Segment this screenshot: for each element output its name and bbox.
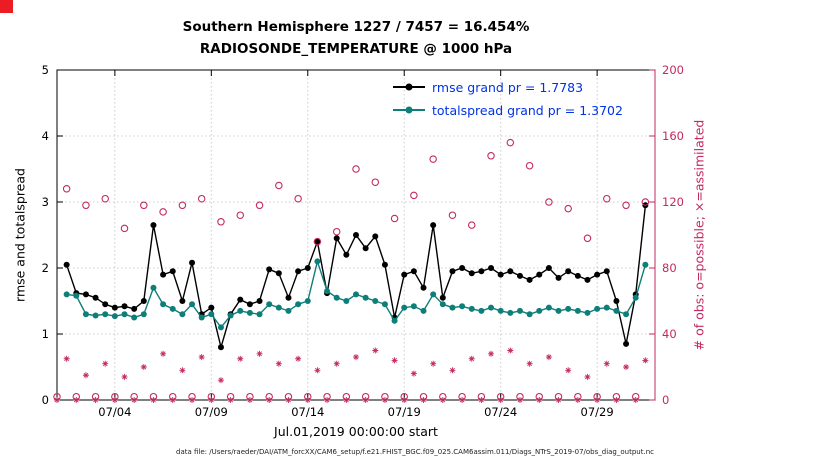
chart-title-line1: Southern Hemisphere 1227 / 7457 = 16.454… [182, 19, 530, 35]
y-left-tick-label: 1 [42, 327, 49, 341]
y-right-tick-label: 160 [662, 129, 684, 143]
y-axis-label-left: rmse and totalspread [12, 168, 28, 302]
y-left-tick-label: 4 [42, 129, 49, 143]
legend-marker-totalspread-icon [393, 109, 425, 111]
y-right-tick-label: 80 [662, 261, 677, 275]
x-axis-label: Jul.01,2019 00:00:00 start [274, 424, 438, 439]
series-totalspread [63, 258, 649, 331]
series-possible [53, 138, 650, 401]
axis-ticks: 07/04 07/09 07/14 07/19 07/24 07/29 0 1 2 3 4 5 0 40 8… [42, 63, 684, 419]
x-tick-label: 07/09 [195, 405, 228, 419]
y-axis-label-right: # of obs: o=possible; ×=assimilated [691, 119, 707, 351]
legend-marker-rmse-icon [393, 86, 425, 88]
y-right-tick-label: 200 [662, 63, 684, 77]
y-left-tick-label: 3 [42, 195, 49, 209]
legend: rmse grand pr = 1.7783 totalspread grand… [393, 77, 623, 120]
screen-corner-marker [0, 0, 13, 13]
y-left-tick-label: 5 [42, 63, 49, 77]
series-assimilated [54, 347, 649, 403]
chart-title-line2: RADIOSONDE_TEMPERATURE @ 1000 hPa [199, 41, 513, 57]
y-right-tick-label: 0 [662, 393, 669, 407]
legend-entry-rmse: rmse grand pr = 1.7783 [393, 77, 623, 97]
x-tick-label: 07/24 [484, 405, 517, 419]
y-right-tick-label: 120 [662, 195, 684, 209]
x-tick-label: 07/29 [581, 405, 614, 419]
y-right-tick-label: 40 [662, 327, 677, 341]
datafile-path-text: data file: /Users/raeder/DAI/ATM_forcXX/… [176, 448, 654, 456]
legend-entry-totalspread: totalspread grand pr = 1.3702 [393, 100, 623, 120]
x-tick-label: 07/14 [291, 405, 324, 419]
x-tick-label: 07/19 [388, 405, 421, 419]
chart-title-block: Southern Hemisphere 1227 / 7457 = 16.454… [57, 16, 655, 60]
grid [57, 70, 655, 400]
x-tick-label: 07/04 [98, 405, 131, 419]
legend-label-totalspread: totalspread grand pr = 1.3702 [432, 102, 623, 118]
legend-label-rmse: rmse grand pr = 1.7783 [432, 79, 584, 95]
series-rmse [63, 202, 649, 351]
y-left-tick-label: 0 [42, 393, 49, 407]
y-left-tick-label: 2 [42, 261, 49, 275]
